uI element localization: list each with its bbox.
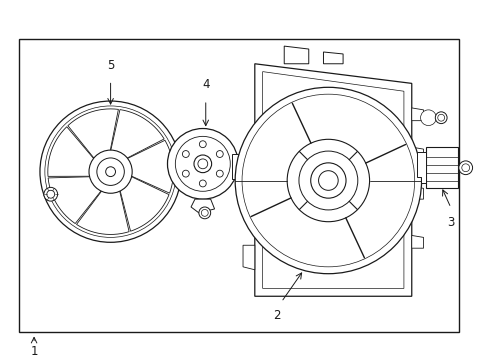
Text: 3: 3 (447, 216, 454, 229)
Circle shape (40, 101, 181, 242)
Polygon shape (262, 72, 403, 288)
Polygon shape (118, 173, 169, 231)
Polygon shape (411, 235, 423, 248)
Circle shape (458, 161, 471, 175)
Circle shape (242, 94, 414, 267)
Circle shape (44, 187, 58, 201)
Circle shape (423, 113, 432, 123)
Circle shape (199, 207, 210, 219)
Circle shape (216, 170, 223, 177)
Circle shape (89, 150, 132, 193)
Circle shape (194, 155, 211, 173)
Polygon shape (323, 52, 343, 64)
Circle shape (182, 170, 189, 177)
Circle shape (97, 158, 124, 185)
Polygon shape (109, 109, 164, 162)
Text: 2: 2 (272, 309, 280, 322)
Polygon shape (232, 154, 256, 179)
Polygon shape (416, 152, 426, 184)
Polygon shape (48, 127, 99, 176)
Circle shape (434, 112, 446, 123)
Polygon shape (48, 176, 106, 224)
Circle shape (201, 210, 208, 216)
Polygon shape (68, 109, 118, 165)
Circle shape (216, 150, 223, 157)
Circle shape (182, 150, 189, 157)
Circle shape (318, 171, 338, 190)
Text: 4: 4 (202, 78, 209, 91)
Circle shape (167, 129, 238, 199)
Polygon shape (411, 186, 423, 199)
Polygon shape (120, 140, 173, 193)
Circle shape (298, 151, 357, 210)
Polygon shape (426, 147, 457, 188)
Bar (20, 39, 458, 332)
Circle shape (199, 141, 206, 148)
Circle shape (45, 106, 176, 237)
Circle shape (420, 110, 435, 126)
Circle shape (47, 190, 55, 198)
Circle shape (235, 87, 421, 274)
Circle shape (105, 167, 115, 177)
Polygon shape (243, 245, 254, 270)
Polygon shape (77, 183, 129, 234)
Circle shape (461, 164, 468, 172)
Polygon shape (254, 64, 411, 296)
Text: 1: 1 (30, 345, 38, 358)
Polygon shape (191, 199, 214, 213)
Circle shape (198, 159, 207, 169)
Polygon shape (411, 108, 423, 121)
Circle shape (310, 163, 346, 198)
Circle shape (286, 139, 369, 222)
Circle shape (175, 136, 230, 191)
Text: 5: 5 (107, 59, 114, 72)
Polygon shape (284, 46, 308, 64)
Circle shape (437, 114, 444, 121)
Polygon shape (411, 147, 423, 160)
Circle shape (199, 180, 206, 187)
